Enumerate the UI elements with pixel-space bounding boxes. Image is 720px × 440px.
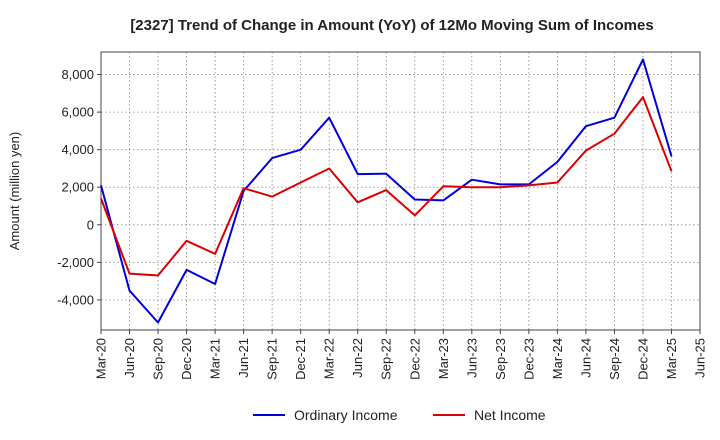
chart-title: [2327] Trend of Change in Amount (YoY) o… (130, 17, 653, 34)
legend-label-net-income: Net Income (474, 407, 546, 423)
x-tick-label: Jun-25 (693, 338, 708, 378)
x-tick-label: Jun-21 (236, 338, 251, 378)
x-tick-label: Dec-22 (407, 338, 422, 380)
x-tick-label: Mar-22 (322, 338, 337, 379)
x-tick-label: Jun-22 (350, 338, 365, 378)
x-tick-label: Sep-20 (151, 338, 166, 380)
legend-label-ordinary-income: Ordinary Income (294, 407, 398, 423)
y-axis-label: Amount (million yen) (7, 132, 22, 251)
y-tick-label: 0 (87, 217, 94, 232)
series-lines (100, 58, 673, 324)
x-tick-label: Dec-23 (521, 338, 536, 380)
x-axis-ticks: Mar-20 Jun-20 Sep-20 Dec-20 Mar-21 Jun-21 Sep-… (94, 330, 708, 380)
y-tick-label: 8,000 (61, 67, 94, 82)
x-tick-label: Jun-24 (578, 338, 593, 378)
x-tick-label: Mar-20 (94, 338, 109, 379)
grid (101, 52, 700, 330)
y-tick-label: 6,000 (61, 105, 94, 120)
x-tick-label: Mar-23 (436, 338, 451, 379)
x-tick-label: Mar-21 (208, 338, 223, 379)
x-tick-label: Dec-20 (179, 338, 194, 380)
x-tick-label: Mar-24 (550, 338, 565, 379)
series-line-net-income (100, 96, 673, 277)
x-tick-label: Dec-21 (293, 338, 308, 380)
x-tick-label: Sep-23 (493, 338, 508, 380)
x-tick-label: Sep-22 (379, 338, 394, 380)
x-tick-label: Dec-24 (635, 338, 650, 380)
y-axis-ticks: -4,000 -2,000 0 2,000 4,000 6,000 8,000 (57, 67, 101, 307)
plot-area (100, 51, 701, 331)
y-tick-label: 4,000 (61, 142, 94, 157)
x-tick-label: Mar-25 (664, 338, 679, 379)
legend: Ordinary Income Net Income (253, 407, 546, 423)
y-tick-label: 2,000 (61, 180, 94, 195)
x-tick-label: Sep-24 (607, 338, 622, 380)
x-tick-label: Jun-23 (464, 338, 479, 378)
series-line-ordinary-income (100, 58, 673, 324)
y-tick-label: -4,000 (57, 292, 94, 307)
y-tick-label: -2,000 (57, 255, 94, 270)
x-tick-label: Jun-20 (122, 338, 137, 378)
x-tick-label: Sep-21 (265, 338, 280, 380)
